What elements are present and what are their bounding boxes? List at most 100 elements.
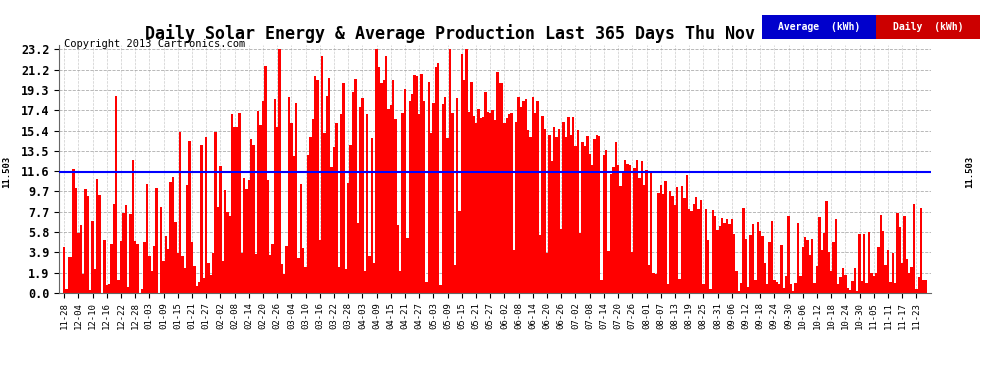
Bar	[863, 234, 865, 292]
Bar	[300, 184, 302, 292]
Bar	[212, 253, 215, 292]
Bar	[719, 226, 721, 292]
Bar	[709, 289, 712, 292]
Bar	[385, 56, 387, 292]
Bar	[456, 98, 458, 292]
Bar	[448, 49, 451, 292]
Bar	[94, 269, 96, 292]
Bar	[162, 261, 164, 292]
Bar	[751, 224, 754, 292]
Bar	[200, 144, 203, 292]
Bar	[231, 114, 234, 292]
Bar	[537, 102, 539, 292]
Bar	[754, 279, 756, 292]
Bar	[413, 75, 416, 292]
Bar	[678, 279, 681, 292]
Bar	[525, 99, 527, 292]
Bar	[797, 223, 799, 292]
Bar	[375, 49, 378, 292]
Bar	[860, 282, 863, 292]
Text: Copyright 2013 Cartronics.com: Copyright 2013 Cartronics.com	[64, 39, 246, 50]
Bar	[120, 242, 122, 292]
Bar	[851, 280, 853, 292]
Bar	[906, 259, 908, 292]
Bar	[435, 68, 437, 292]
Bar	[373, 262, 375, 292]
Bar	[681, 186, 683, 292]
Bar	[351, 92, 354, 292]
Bar	[144, 242, 146, 292]
Bar	[702, 284, 705, 292]
Bar	[321, 56, 324, 292]
Bar	[191, 242, 193, 292]
Bar	[494, 120, 496, 292]
Bar	[467, 112, 470, 292]
Bar	[440, 285, 442, 292]
Bar	[227, 212, 229, 292]
Bar	[484, 92, 487, 292]
Bar	[889, 282, 892, 292]
Bar	[309, 137, 312, 292]
Bar	[833, 242, 835, 292]
Bar	[155, 188, 157, 292]
Bar	[766, 284, 768, 292]
Bar	[328, 78, 331, 292]
Bar	[363, 271, 366, 292]
Bar	[674, 205, 676, 292]
Bar	[736, 271, 738, 292]
Bar	[347, 183, 349, 292]
Bar	[319, 240, 321, 292]
Bar	[421, 74, 423, 292]
Bar	[446, 138, 448, 292]
Bar	[89, 290, 91, 292]
Bar	[918, 278, 920, 292]
Bar	[252, 145, 254, 292]
Bar	[433, 103, 435, 292]
Bar	[169, 182, 172, 292]
Bar	[724, 223, 726, 292]
Bar	[823, 232, 826, 292]
Bar	[150, 271, 152, 292]
Bar	[775, 282, 778, 292]
Bar	[882, 231, 884, 292]
Bar	[654, 273, 657, 292]
Bar	[343, 83, 345, 292]
Bar	[780, 245, 783, 292]
Bar	[370, 138, 373, 292]
Bar	[79, 225, 82, 292]
Bar	[63, 247, 65, 292]
Bar	[693, 204, 695, 292]
Bar	[195, 286, 198, 292]
Bar	[132, 160, 134, 292]
Bar	[215, 132, 217, 292]
Bar	[744, 239, 747, 292]
Bar	[72, 169, 75, 292]
Bar	[465, 49, 467, 292]
Bar	[416, 76, 418, 292]
Bar	[742, 209, 744, 292]
Bar	[657, 193, 659, 292]
Bar	[186, 185, 188, 292]
Bar	[290, 123, 293, 292]
Bar	[911, 267, 913, 292]
Bar	[617, 165, 620, 292]
Bar	[899, 227, 901, 292]
Text: 11.503: 11.503	[3, 156, 12, 188]
Bar	[717, 230, 719, 292]
Bar	[596, 135, 598, 292]
Bar	[188, 141, 191, 292]
Bar	[794, 283, 797, 292]
Bar	[624, 160, 627, 292]
Bar	[700, 200, 702, 292]
Bar	[254, 254, 257, 292]
Bar	[830, 271, 833, 292]
Bar	[584, 146, 586, 292]
Bar	[747, 286, 749, 292]
Bar	[557, 129, 560, 292]
Bar	[804, 237, 806, 292]
Bar	[113, 204, 115, 292]
Bar	[152, 246, 155, 292]
Bar	[137, 244, 139, 292]
Bar	[378, 67, 380, 292]
Bar	[671, 196, 674, 292]
